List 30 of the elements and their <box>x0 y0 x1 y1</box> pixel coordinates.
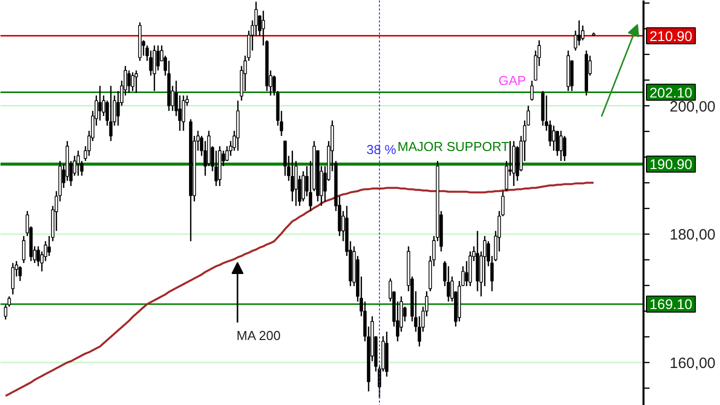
ref-line-label: 210.90 <box>650 28 693 44</box>
line-series <box>4 182 595 397</box>
candlestick <box>130 72 134 92</box>
candlestick <box>214 150 218 187</box>
candlestick <box>559 130 563 162</box>
candlestick <box>134 70 138 94</box>
candlestick <box>562 135 566 162</box>
candlestick <box>552 125 556 152</box>
annotation: MAJOR SUPPORT <box>398 139 510 154</box>
y-tick-label: 180,00 <box>670 226 716 244</box>
y-tick-label: 200,00 <box>670 98 716 116</box>
ref-line-label: 169.10 <box>650 296 693 312</box>
annotation: MA 200 <box>236 328 281 343</box>
candlestick <box>109 85 113 142</box>
candlestick <box>149 50 152 76</box>
candlestick <box>182 94 186 132</box>
candlestick <box>290 150 294 202</box>
candlestick <box>76 150 80 176</box>
ref-line-label: 190.90 <box>650 156 693 172</box>
candlestick <box>577 20 581 46</box>
candlestick <box>156 44 160 72</box>
candlestick <box>22 235 26 264</box>
ref-line-label: 202.10 <box>650 84 693 100</box>
annotation: GAP <box>498 73 526 88</box>
candlestick <box>98 85 102 122</box>
annotation: 38 % <box>366 142 397 157</box>
y-tick-label: 160,00 <box>670 354 716 372</box>
candlestick <box>127 70 131 94</box>
candlestick <box>152 44 156 92</box>
candlestick <box>11 262 15 296</box>
